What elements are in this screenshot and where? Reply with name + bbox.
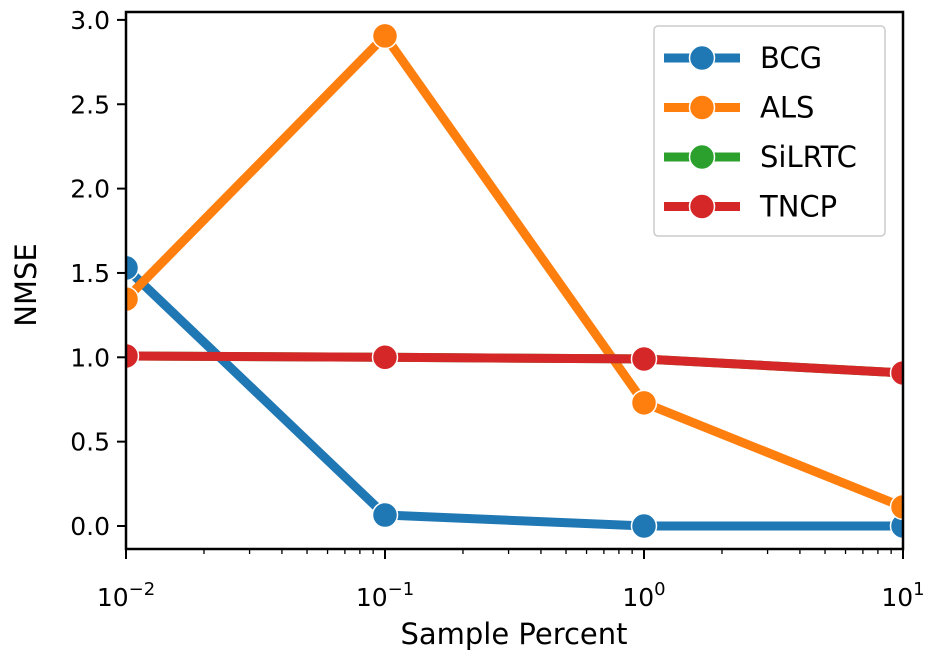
x-tick-label: 10−2 [97, 579, 155, 612]
y-tick-label: 2.5 [70, 90, 110, 119]
series-als [126, 22, 903, 521]
data-point [889, 493, 903, 521]
y-tick-label: 2.0 [70, 175, 110, 204]
y-axis: 0.0 0.5 1.0 1.5 2.0 2.5 3.0 [70, 6, 126, 541]
x-axis: 10−2 10−1 100 101 [97, 549, 925, 612]
legend-label: TNCP [759, 190, 837, 224]
legend-entry-silrtc: SiLRTC [664, 140, 857, 174]
y-axis-label: NMSE [9, 243, 43, 326]
legend-marker [688, 44, 716, 72]
axes-frame [124, 10, 905, 551]
y-tick-label: 1.5 [70, 259, 110, 288]
legend: BCG ALS SiLRTC TNCP [653, 25, 886, 237]
data-point [889, 359, 903, 387]
data-point [126, 285, 140, 313]
series-line [126, 31, 903, 512]
y-tick-label: 3.0 [70, 6, 110, 35]
y-tick-label: 0.5 [70, 428, 110, 457]
data-point [630, 345, 658, 373]
legend-entry-als: ALS [664, 91, 814, 125]
legend-marker [688, 143, 716, 171]
y-tick-label: 1.0 [70, 343, 110, 372]
legend-entry-bcg: BCG [664, 41, 822, 75]
data-point [630, 512, 658, 540]
legend-entry-tncp: TNCP [664, 190, 837, 224]
data-point [371, 22, 399, 50]
legend-label: BCG [760, 41, 822, 75]
x-tick-label: 10−1 [356, 579, 414, 612]
x-tick-label: 100 [622, 579, 665, 612]
plot-area [126, 22, 903, 540]
series-line [126, 351, 903, 378]
data-point [371, 344, 399, 371]
data-point [126, 254, 140, 282]
legend-label: SiLRTC [760, 140, 857, 174]
series-bcg [126, 254, 903, 540]
data-point [371, 501, 399, 529]
data-point [630, 389, 658, 417]
data-point [126, 342, 140, 370]
legend-marker [688, 193, 716, 220]
legend-marker [688, 94, 716, 121]
x-axis-label: Sample Percent [400, 617, 627, 651]
y-tick-label: 0.0 [70, 512, 110, 541]
legend-label: ALS [760, 91, 814, 125]
x-tick-label: 101 [881, 579, 924, 612]
series-line [126, 264, 903, 531]
series-tncp [126, 342, 903, 387]
